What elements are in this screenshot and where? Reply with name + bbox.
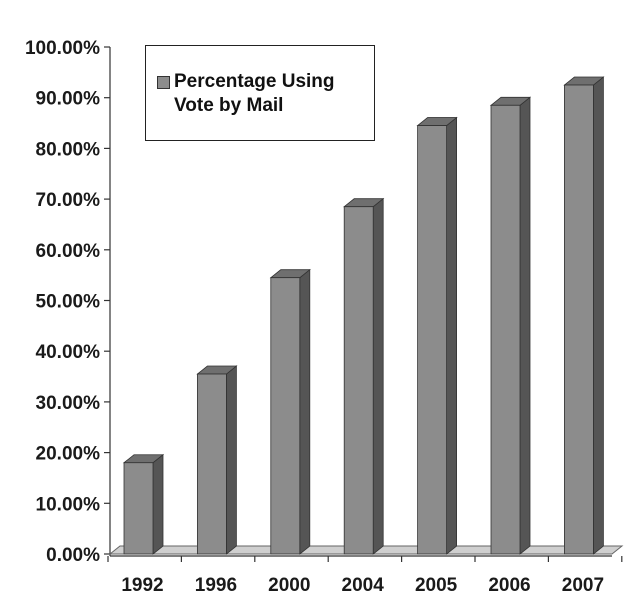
bar xyxy=(489,96,532,555)
legend: Percentage Using Vote by Mail xyxy=(145,45,375,141)
bar xyxy=(416,116,458,555)
y-tick-label: 40.00% xyxy=(36,342,101,363)
bar-front xyxy=(123,462,154,555)
y-tick-label: 70.00% xyxy=(36,190,101,211)
bar-front xyxy=(196,373,227,555)
x-tick-label: 2006 xyxy=(488,575,530,596)
bar-front xyxy=(270,277,301,555)
bar-front xyxy=(490,104,521,555)
x-tick-label: 2004 xyxy=(342,575,385,596)
bar xyxy=(343,197,385,555)
y-tick-label: 50.00% xyxy=(36,292,101,313)
bar-side xyxy=(152,453,164,555)
bar xyxy=(196,365,238,555)
bar xyxy=(269,268,311,555)
bar-side xyxy=(225,365,237,555)
y-tick-label: 20.00% xyxy=(36,444,101,465)
y-tick-label: 60.00% xyxy=(36,241,101,262)
y-tick-label: 100.00% xyxy=(25,38,100,59)
y-tick-label: 0.00% xyxy=(46,545,100,566)
legend-label: Percentage Using Vote by Mail xyxy=(174,71,335,116)
bar-side xyxy=(446,116,458,555)
bar-side xyxy=(593,76,604,555)
bar-front xyxy=(417,125,448,555)
x-tick-label: 1996 xyxy=(195,575,237,596)
bar-front xyxy=(343,206,374,555)
bar-side xyxy=(372,197,384,555)
bar xyxy=(563,76,605,555)
legend-swatch xyxy=(157,76,170,89)
x-tick-label: 2000 xyxy=(268,575,310,596)
bar-front xyxy=(564,84,594,555)
y-axis: 0.00% 10.00% 20.00% 30.00% 40.00% 50.00% 60.00… xyxy=(25,38,111,566)
bar-side xyxy=(299,268,311,555)
y-tick-label: 30.00% xyxy=(36,393,101,414)
y-tick-label: 80.00% xyxy=(36,139,101,160)
x-tick-label: 1992 xyxy=(121,575,163,596)
bar-series xyxy=(122,76,605,555)
bar-side xyxy=(519,96,531,555)
y-tick-label: 90.00% xyxy=(36,89,101,110)
x-tick-label: 2005 xyxy=(415,575,458,596)
x-tick-label: 2007 xyxy=(562,575,604,596)
x-tick-labels: 1992 1996 2000 2004 2005 2006 2007 xyxy=(121,575,604,596)
bar xyxy=(122,453,165,555)
y-tick-label: 10.00% xyxy=(36,494,101,515)
